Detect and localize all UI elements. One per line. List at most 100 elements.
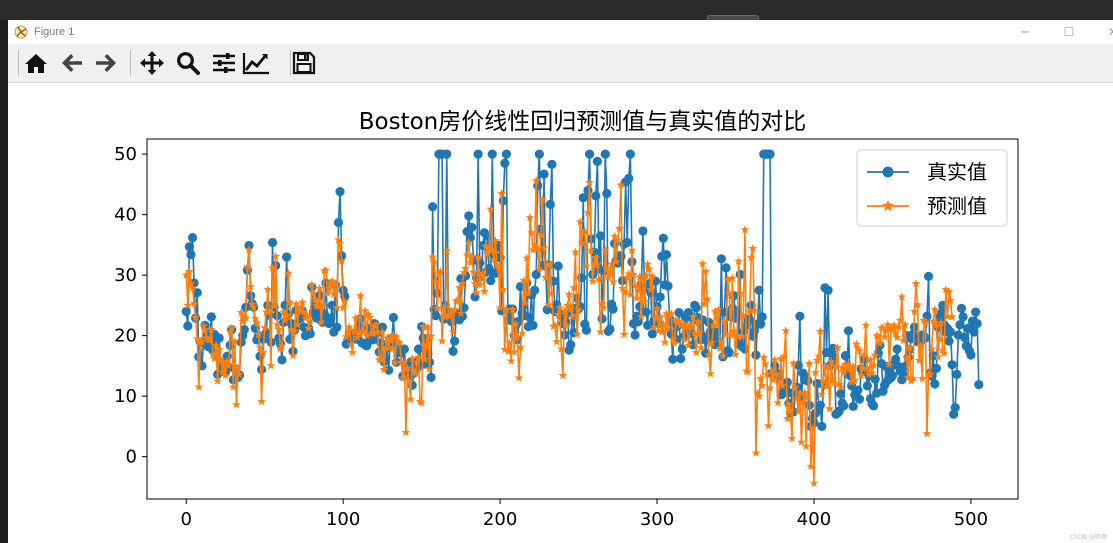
- predicted-value-point: [431, 277, 441, 286]
- predicted-value-point: [224, 361, 233, 370]
- predicted-value-point: [572, 329, 582, 339]
- back-button[interactable]: [58, 49, 86, 77]
- predicted-value-point: [605, 268, 615, 277]
- predicted-value-point: [246, 282, 255, 291]
- predicted-value-point: [539, 243, 549, 252]
- legend-label: 真实值: [927, 160, 987, 184]
- predicted-value-point: [800, 387, 809, 397]
- true-value-point: [663, 281, 673, 291]
- line-chart[interactable]: Boston房价线性回归预测值与真实值的对比 0 100 200 300 400 500 0 1…: [8, 83, 1113, 543]
- predicted-value-point: [925, 369, 935, 379]
- predicted-value-point: [384, 343, 394, 352]
- maximize-button[interactable]: ☐: [1047, 20, 1091, 44]
- plot-marks: [181, 149, 984, 487]
- predicted-value-point: [309, 288, 318, 297]
- home-button[interactable]: [22, 49, 50, 77]
- legend-label: 预测值: [927, 194, 987, 218]
- predicted-value-point: [687, 322, 696, 331]
- predicted-value-point: [470, 279, 480, 288]
- predicted-value-point: [188, 283, 197, 292]
- predicted-value-point: [318, 299, 328, 308]
- predicted-value-point: [808, 423, 817, 432]
- true-value-point: [616, 251, 626, 261]
- predicted-value-point: [365, 312, 375, 322]
- title-bar[interactable]: Figure 1 ─ ☐ ✕: [8, 20, 1113, 44]
- subplots-button[interactable]: [210, 49, 238, 77]
- predicted-value-point: [753, 388, 762, 397]
- predicted-value-point: [726, 330, 736, 339]
- minimize-button[interactable]: ─: [1003, 20, 1047, 44]
- predicted-value-point: [480, 286, 489, 296]
- zoom-button[interactable]: [174, 49, 202, 77]
- toolbar-separator: [18, 50, 19, 76]
- predicted-value-point: [307, 280, 317, 289]
- true-value-point: [305, 329, 315, 339]
- predicted-value-point: [330, 279, 340, 288]
- predicted-value-point: [611, 257, 621, 266]
- predicted-value-point: [629, 269, 638, 279]
- legend-box: [856, 149, 1008, 227]
- predicted-value-point: [232, 400, 241, 409]
- predicted-value-point: [558, 371, 568, 380]
- predicted-value-point: [219, 357, 229, 366]
- predicted-value-point: [757, 381, 767, 390]
- forward-button[interactable]: [92, 49, 120, 77]
- predicted-value-point: [848, 361, 858, 371]
- true-value-point: [633, 317, 643, 327]
- predicted-value-point: [717, 337, 726, 346]
- predicted-value-point: [436, 266, 445, 276]
- true-value-point: [377, 322, 388, 332]
- predicted-value-point: [635, 272, 645, 281]
- predicted-value-point: [360, 306, 370, 315]
- predicted-value-point: [381, 343, 390, 353]
- predicted-value-point: [618, 283, 627, 293]
- predicted-value-point: [185, 266, 194, 276]
- predicted-value-point: [418, 322, 428, 331]
- predicted-value-point: [359, 326, 368, 336]
- predicted-value-point: [271, 251, 281, 261]
- close-button[interactable]: ✕: [1091, 20, 1113, 44]
- predicted-value-point: [812, 355, 822, 365]
- true-value-point: [484, 263, 494, 274]
- true-value-point: [584, 149, 595, 159]
- true-value-point: [473, 149, 483, 159]
- predicted-value-point: [828, 374, 838, 383]
- predicted-value-point: [556, 344, 566, 353]
- predicted-value-point: [517, 328, 527, 337]
- predicted-value-point: [533, 243, 543, 253]
- back-arrow-icon: [62, 54, 82, 72]
- true-value-point: [944, 336, 954, 346]
- predicted-value-point: [338, 303, 348, 312]
- predicted-value-point: [542, 260, 552, 269]
- true-value-point: [214, 333, 224, 343]
- predicted-value-point: [439, 303, 448, 312]
- predicted-value-point: [407, 354, 417, 363]
- predicted-value-point: [674, 316, 684, 325]
- predicted-value-point: [373, 327, 383, 336]
- predicted-value-point: [181, 270, 191, 279]
- predicted-value-point: [487, 245, 497, 254]
- predicted-value-point: [648, 271, 657, 281]
- predicted-value-point: [368, 329, 378, 338]
- predicted-value-point: [944, 286, 954, 296]
- true-value-point: [625, 149, 635, 159]
- predicted-value-point: [552, 337, 561, 346]
- true-value-point: [960, 332, 970, 343]
- predicted-value-point: [299, 307, 309, 316]
- predicted-value-point: [669, 338, 679, 347]
- predicted-value-point: [351, 313, 361, 322]
- predicted-value-point: [844, 360, 853, 369]
- edit-axis-button[interactable]: [242, 49, 270, 77]
- pan-button[interactable]: [138, 49, 166, 77]
- edit-axis-icon: [242, 53, 269, 75]
- x-tick-label: 300: [640, 509, 674, 530]
- save-button[interactable]: [290, 49, 318, 77]
- predicted-value-point: [577, 238, 587, 247]
- predicted-value-point: [874, 332, 883, 341]
- predicted-value-point: [398, 373, 408, 382]
- axes-frame: [146, 138, 1019, 500]
- predicted-value-point: [837, 363, 847, 372]
- predicted-value-point: [423, 322, 433, 331]
- predicted-value-point: [313, 302, 323, 311]
- true-value-point: [966, 350, 976, 360]
